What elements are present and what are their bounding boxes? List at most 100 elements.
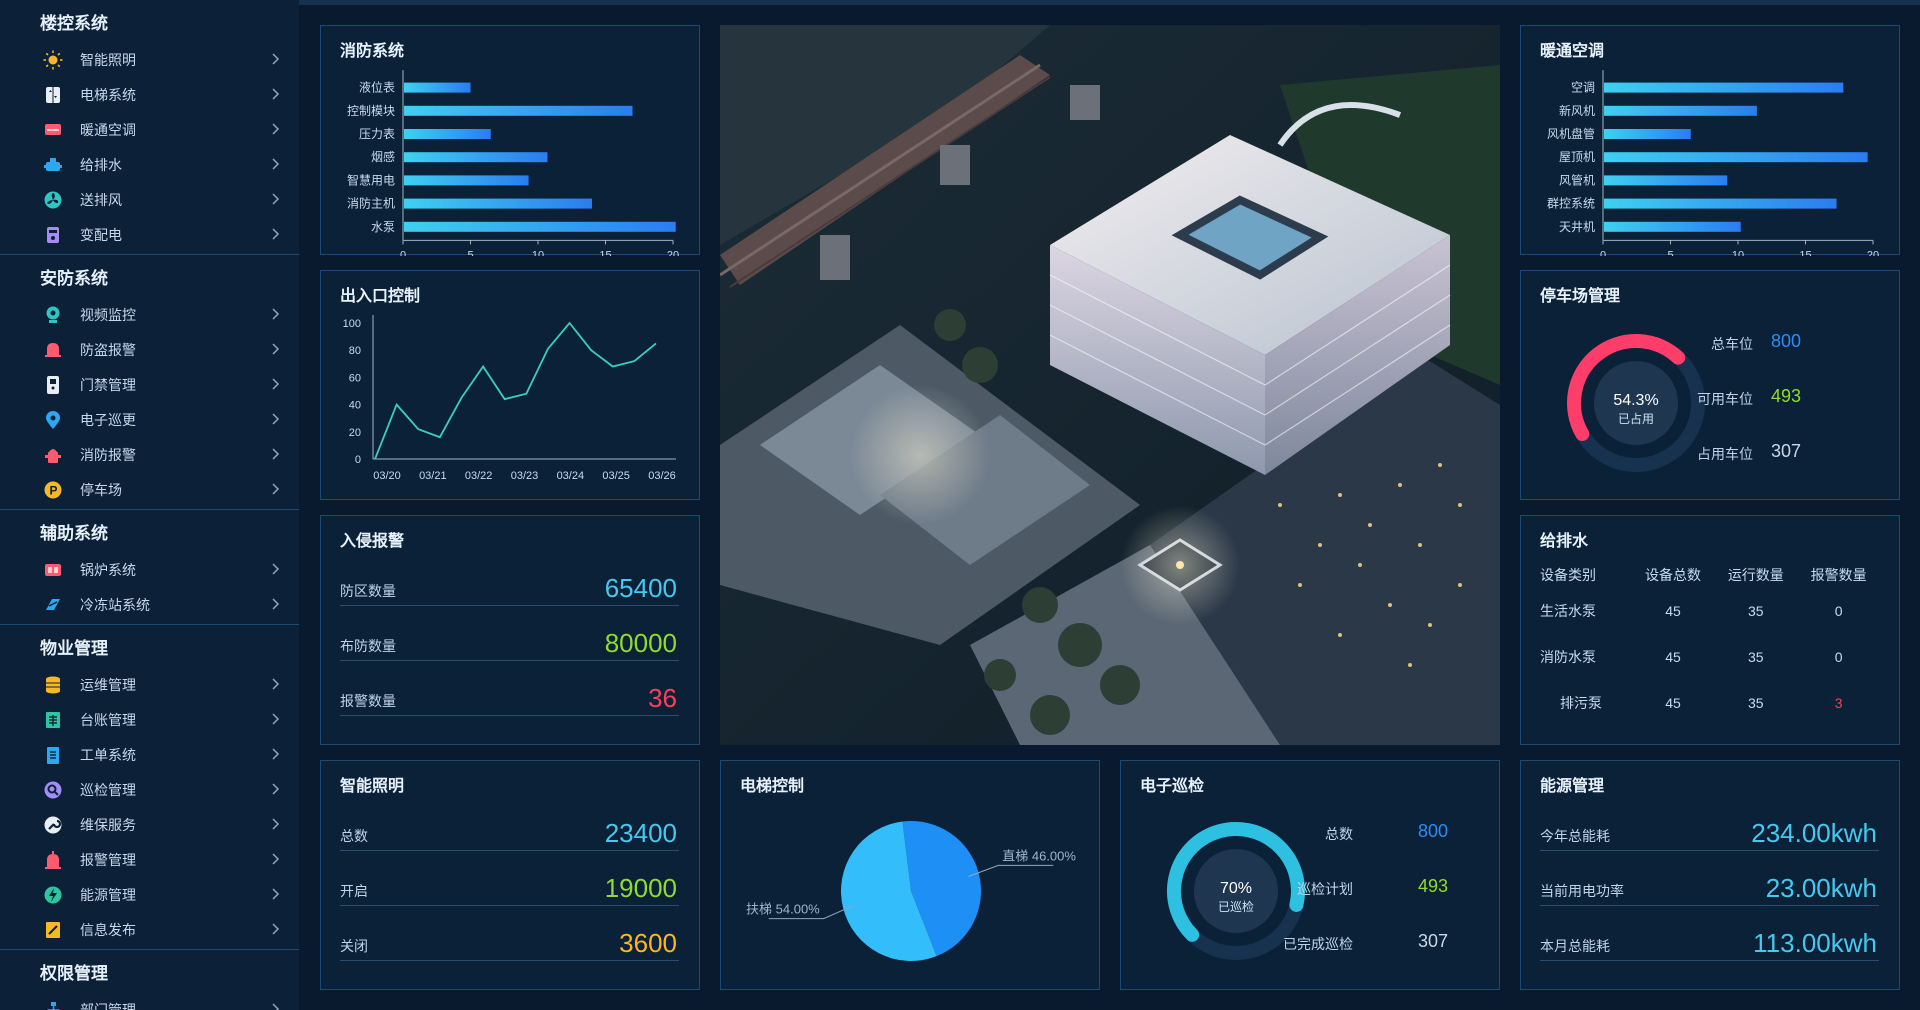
y-tick-label: 0: [355, 454, 361, 466]
kv-label: 已完成巡检: [1283, 936, 1353, 952]
sidebar-item-label: 门禁管理: [80, 376, 136, 393]
sidebar-item[interactable]: 门禁管理: [0, 367, 299, 402]
stat-label: 关闭: [340, 938, 368, 954]
sidebar-item[interactable]: 巡检管理: [0, 772, 299, 807]
pie-slice-label: 直梯 46.00%: [1002, 848, 1076, 863]
svg-text:P: P: [50, 483, 58, 497]
energy-title: 能源管理: [1540, 778, 1605, 795]
table-header-cell: 设备类别: [1540, 567, 1596, 583]
sidebar-item[interactable]: 报警管理: [0, 842, 299, 877]
stat-value: 80000: [604, 628, 677, 658]
chevron-right-icon: [267, 156, 283, 172]
snow-icon: [42, 594, 64, 616]
sidebar-item[interactable]: 信息发布: [0, 912, 299, 947]
sidebar-item[interactable]: 防盗报警: [0, 332, 299, 367]
stat-label: 布防数量: [340, 638, 396, 654]
kv-label: 巡检计划: [1297, 881, 1353, 897]
chevron-right-icon: [267, 306, 283, 322]
table-cell: 生活水泵: [1540, 603, 1596, 619]
chevron-right-icon: [267, 51, 283, 67]
stat-row: 开启 19000: [340, 861, 679, 906]
ring-progress-arc: [1167, 822, 1305, 942]
category-label: 风机盘管: [1547, 126, 1595, 141]
sidebar-item[interactable]: P 停车场: [0, 472, 299, 507]
intrusion-alarm-panel: 入侵报警 防区数量 65400 布防数量 80000 报警数量 36: [320, 515, 700, 745]
sidebar-item[interactable]: 台账管理: [0, 702, 299, 737]
y-tick-label: 40: [349, 400, 361, 412]
x-tick-label: 10: [1732, 249, 1744, 256]
sidebar-item[interactable]: 能源管理: [0, 877, 299, 912]
sidebar-item[interactable]: 视频监控: [0, 297, 299, 332]
sidebar-item[interactable]: 工单系统: [0, 737, 299, 772]
sidebar-item-label: 锅炉系统: [80, 561, 136, 578]
stat-label: 当前用电功率: [1540, 883, 1624, 899]
sidebar-group-title: 安防系统: [40, 269, 108, 288]
water-supply-title: 给排水: [1540, 533, 1589, 550]
patrol-inspection-title: 电子巡检: [1140, 778, 1205, 795]
sidebar-item-label: 视频监控: [80, 306, 136, 323]
kv-value: 307: [1418, 931, 1449, 951]
sidebar-item[interactable]: 消防报警: [0, 437, 299, 472]
water-supply-table: 设备类别 设备总数 运行数量 报警数量 生活水泵 45 35 0 消防水泵 45 35 0 排污泵 45…: [1540, 562, 1880, 726]
chevron-right-icon: [267, 1001, 283, 1010]
sidebar-item-label: 能源管理: [80, 886, 136, 903]
sidebar-item[interactable]: 锅炉系统: [0, 552, 299, 587]
sidebar-item[interactable]: 维保服务: [0, 807, 299, 842]
sidebar-item[interactable]: 电梯系统: [0, 77, 299, 112]
sidebar-item[interactable]: 部门管理: [0, 992, 299, 1010]
category-label: 控制模块: [347, 104, 395, 118]
kv-value: 493: [1771, 386, 1802, 406]
table-header-cell: 报警数量: [1810, 567, 1867, 583]
sidebar-item[interactable]: 变配电: [0, 217, 299, 252]
sidebar-item-label: 防盗报警: [80, 341, 136, 358]
chevron-right-icon: [267, 816, 283, 832]
org-chart-icon: [42, 999, 64, 1010]
x-tick-label: 0: [400, 249, 406, 256]
chevron-right-icon: [267, 886, 283, 902]
ring-percent: 70%: [1220, 880, 1252, 897]
table-row: 生活水泵 45 35 0: [1540, 588, 1880, 634]
patrol-inspection-panel: 电子巡检 70% 已巡检 总数 800 巡检计划 493 已完成巡检 307: [1120, 760, 1500, 990]
ring-caption: 已占用: [1618, 411, 1654, 426]
database-icon: [42, 674, 64, 696]
sidebar-item[interactable]: 运维管理: [0, 667, 299, 702]
sidebar-item-label: 信息发布: [80, 921, 136, 938]
water-pump-icon: [42, 154, 64, 176]
chevron-right-icon: [267, 446, 283, 462]
x-tick-label: 10: [532, 249, 544, 256]
chevron-right-icon: [267, 191, 283, 207]
category-label: 液位表: [359, 80, 395, 95]
bar: [404, 175, 529, 186]
x-tick-label: 03/20: [373, 470, 401, 482]
sidebar-item[interactable]: 送排风: [0, 182, 299, 217]
table-cell: 45: [1665, 603, 1681, 619]
sidebar-item-label: 电梯系统: [80, 86, 136, 103]
kv-value: 800: [1771, 331, 1802, 351]
building-aerial-image: [720, 25, 1500, 745]
sidebar-item[interactable]: 暖通空调: [0, 112, 299, 147]
bar: [1604, 105, 1757, 116]
kv-label: 可用车位: [1697, 391, 1753, 407]
category-label: 新风机: [1559, 103, 1595, 118]
sidebar-item-label: 台账管理: [80, 711, 136, 728]
kv-value: 493: [1418, 876, 1449, 896]
sidebar-item[interactable]: 冷冻站系统: [0, 587, 299, 622]
sidebar-group: 物业管理 运维管理 台账管理 工单系统 巡检管理 维保服务 报警管理 能源管理 信息发布: [0, 625, 299, 950]
hvac-title: 暖通空调: [1540, 43, 1605, 60]
stat-label: 报警数量: [340, 693, 396, 709]
y-tick-label: 100: [343, 318, 361, 330]
series-line: [374, 321, 657, 460]
ring-progress-arc: [1567, 334, 1686, 441]
siren-icon: [42, 849, 64, 871]
sidebar-item[interactable]: 智能照明: [0, 42, 299, 77]
stat-value: 36: [648, 683, 677, 713]
sidebar-item[interactable]: 电子巡更: [0, 402, 299, 437]
sidebar: 楼控系统 智能照明 电梯系统 暖通空调 给排水 送排风 变配电 安防系统 视频监控 防盗报警 门禁管…: [0, 0, 299, 1010]
fire-hydrant-icon: [42, 444, 64, 466]
sidebar-item[interactable]: 给排水: [0, 147, 299, 182]
stat-value: 19000: [604, 873, 677, 903]
fire-system-title: 消防系统: [340, 43, 405, 60]
x-tick-label: 03/22: [465, 470, 493, 482]
